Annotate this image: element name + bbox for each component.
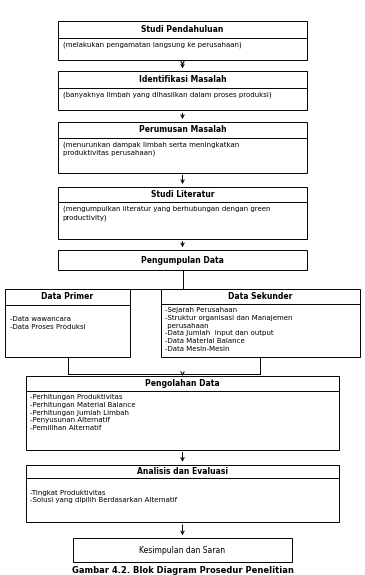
Text: -Data wawancara
-Data Proses Produksi: -Data wawancara -Data Proses Produksi (10, 308, 85, 330)
Text: Studi Literatur: Studi Literatur (151, 190, 214, 199)
Text: -Tingkat Produktivitas
-Solusi yang dipilih Berdasarkan Alternatif: -Tingkat Produktivitas -Solusi yang dipi… (30, 482, 177, 503)
Text: Identifikasi Masalah: Identifikasi Masalah (139, 75, 226, 84)
Text: -Sejarah Perusahaan
-Struktur organisasi dan Manajemen
 perusahaan
-Data Jumlah : -Sejarah Perusahaan -Struktur organisasi… (165, 307, 292, 352)
Bar (58, 21, 307, 60)
Text: Studi Pendahuluan: Studi Pendahuluan (141, 25, 224, 34)
Bar (58, 71, 307, 110)
Text: (mengumpulkan literatur yang berhubungan dengan green
productivity): (mengumpulkan literatur yang berhubungan… (63, 206, 270, 221)
Text: (banyaknya limbah yang dihasilkan dalam proses produksi): (banyaknya limbah yang dihasilkan dalam … (63, 91, 272, 98)
Text: (menurunkan dampak limbah serta meningkatkan
produktivitas perusahaan): (menurunkan dampak limbah serta meningka… (63, 141, 239, 156)
Text: Data Sekunder: Data Sekunder (228, 292, 292, 301)
Text: Data Primer: Data Primer (42, 292, 93, 301)
Bar (26, 465, 339, 522)
Text: Pengolahan Data: Pengolahan Data (145, 379, 220, 388)
Text: Gambar 4.2. Blok Diagram Prosedur Penelitian: Gambar 4.2. Blok Diagram Prosedur Peneli… (72, 566, 293, 575)
Bar (5, 289, 130, 356)
Text: -Perhitungan Produktivitas
-Perhitungan Material Balance
-Perhitungan Jumlah Lim: -Perhitungan Produktivitas -Perhitungan … (30, 394, 135, 431)
Bar (58, 187, 307, 239)
Bar (26, 376, 339, 450)
Bar (58, 250, 307, 270)
Text: (melakukan pengamatan langsung ke perusahaan): (melakukan pengamatan langsung ke perusa… (63, 41, 242, 48)
Text: Kesimpulan dan Saran: Kesimpulan dan Saran (139, 546, 226, 555)
Text: Perumusan Masalah: Perumusan Masalah (139, 125, 226, 135)
Bar (58, 122, 307, 172)
Bar (161, 289, 360, 356)
Bar (73, 538, 292, 562)
Text: Pengumpulan Data: Pengumpulan Data (141, 256, 224, 264)
Text: Analisis dan Evaluasi: Analisis dan Evaluasi (137, 467, 228, 476)
